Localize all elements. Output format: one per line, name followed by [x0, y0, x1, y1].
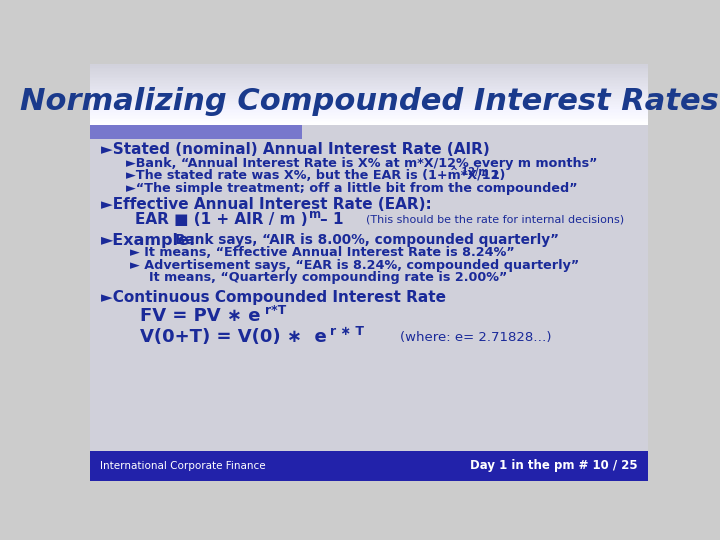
- Text: ► It means, “Effective Annual Interest Rate is 8.24%”: ► It means, “Effective Annual Interest R…: [130, 246, 515, 259]
- Bar: [90, 99, 648, 101]
- Bar: [90, 93, 648, 95]
- Bar: [90, 69, 648, 71]
- Bar: [90, 73, 648, 76]
- Text: – 1: – 1: [320, 212, 344, 227]
- Text: International Corporate Finance: International Corporate Finance: [100, 461, 266, 471]
- Bar: [90, 81, 648, 83]
- Text: Bank says, “AIR is 8.00%, compounded quarterly”: Bank says, “AIR is 8.00%, compounded qua…: [175, 233, 559, 247]
- Bar: [90, 120, 648, 122]
- Bar: [90, 75, 648, 77]
- Text: ►Example:: ►Example:: [101, 233, 197, 248]
- Bar: [90, 77, 648, 78]
- Bar: [90, 91, 648, 93]
- Text: r*T: r*T: [265, 305, 286, 318]
- Text: ►Continuous Compounded Interest Rate: ►Continuous Compounded Interest Rate: [101, 290, 446, 305]
- Bar: [90, 117, 648, 119]
- Bar: [90, 108, 648, 110]
- Text: - 1: - 1: [481, 170, 500, 183]
- Bar: [90, 110, 648, 112]
- Bar: [90, 98, 648, 99]
- Bar: [90, 106, 648, 109]
- Bar: [90, 85, 648, 87]
- Text: ►Stated (nominal) Annual Interest Rate (AIR): ►Stated (nominal) Annual Interest Rate (…: [101, 142, 490, 157]
- Bar: [90, 104, 648, 105]
- Bar: [90, 79, 648, 82]
- Bar: [90, 111, 648, 113]
- Bar: [90, 102, 648, 104]
- Bar: [90, 123, 648, 125]
- Bar: [90, 84, 648, 86]
- Bar: [90, 451, 648, 481]
- Text: EAR ■ (1 + AIR / m ): EAR ■ (1 + AIR / m ): [135, 212, 307, 227]
- Text: m: m: [309, 208, 321, 221]
- Bar: [90, 64, 648, 66]
- Bar: [90, 119, 648, 120]
- Bar: [90, 114, 648, 116]
- Bar: [90, 70, 648, 72]
- Text: r ∗ T: r ∗ T: [330, 325, 364, 338]
- Bar: [90, 105, 648, 107]
- Bar: [90, 100, 648, 103]
- Bar: [90, 83, 648, 84]
- Text: ► Advertisement says, “EAR is 8.24%, compounded quarterly”: ► Advertisement says, “EAR is 8.24%, com…: [130, 259, 580, 272]
- Text: ►Effective Annual Interest Rate (EAR):: ►Effective Annual Interest Rate (EAR):: [101, 198, 432, 212]
- Bar: [90, 96, 648, 98]
- Text: Day 1 in the pm # 10 / 25: Day 1 in the pm # 10 / 25: [470, 459, 638, 472]
- Bar: [90, 78, 648, 80]
- Text: V(0+T) = V(0) ∗  e: V(0+T) = V(0) ∗ e: [140, 328, 327, 346]
- Bar: [90, 113, 648, 114]
- Bar: [90, 125, 302, 139]
- Bar: [90, 122, 648, 124]
- Text: ►The stated rate was X%, but the EAR is (1+m*X/12): ►The stated rate was X%, but the EAR is …: [126, 170, 505, 183]
- Bar: [90, 68, 648, 69]
- Bar: [90, 87, 648, 89]
- Bar: [90, 94, 648, 97]
- Text: It means, “Quarterly compounding rate is 2.00%”: It means, “Quarterly compounding rate is…: [148, 271, 507, 284]
- Bar: [90, 90, 648, 92]
- Text: (This should be the rate for internal decisions): (This should be the rate for internal de…: [366, 214, 624, 224]
- Text: ^ 12/m: ^ 12/m: [451, 167, 489, 177]
- Bar: [90, 72, 648, 74]
- Text: FV = PV ∗ e: FV = PV ∗ e: [140, 307, 261, 326]
- Bar: [90, 116, 648, 118]
- Text: (where: e= 2.71828…): (where: e= 2.71828…): [400, 330, 552, 343]
- Bar: [90, 66, 648, 68]
- Text: Normalizing Compounded Interest Rates: Normalizing Compounded Interest Rates: [19, 87, 719, 116]
- Text: ►Bank, “Annual Interest Rate is X% at m*X/12% every m months”: ►Bank, “Annual Interest Rate is X% at m*…: [126, 157, 598, 170]
- Bar: [90, 89, 648, 90]
- Text: ►“The simple treatment; off a little bit from the compounded”: ►“The simple treatment; off a little bit…: [126, 182, 578, 195]
